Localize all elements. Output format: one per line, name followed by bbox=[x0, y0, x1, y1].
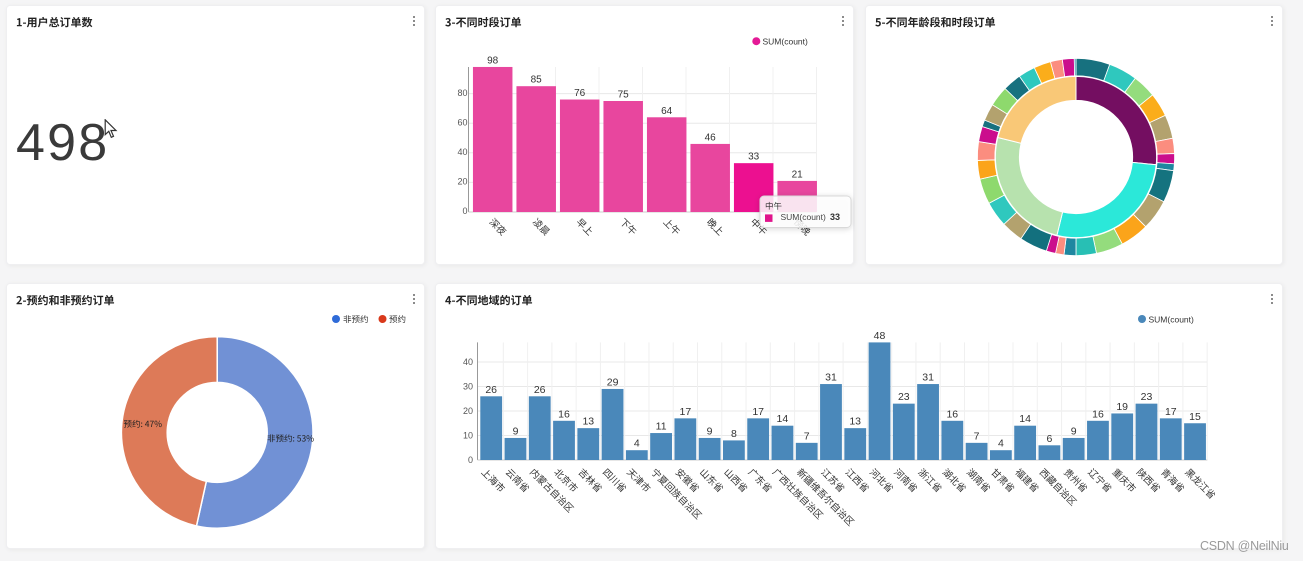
svg-text:SUM(count): SUM(count) bbox=[1149, 315, 1195, 325]
svg-text:98: 98 bbox=[487, 56, 499, 67]
svg-text:33: 33 bbox=[830, 212, 840, 222]
svg-text:76: 76 bbox=[574, 88, 586, 99]
svg-text:17: 17 bbox=[680, 406, 692, 418]
svg-text:30: 30 bbox=[463, 382, 473, 392]
svg-text:7: 7 bbox=[804, 430, 810, 442]
svg-text:13: 13 bbox=[582, 416, 594, 428]
svg-text:17: 17 bbox=[752, 406, 764, 418]
svg-text:75: 75 bbox=[618, 90, 630, 101]
svg-text:64: 64 bbox=[661, 106, 673, 117]
svg-text:46: 46 bbox=[705, 132, 717, 143]
svg-text:29: 29 bbox=[607, 376, 619, 388]
svg-text:4: 4 bbox=[634, 438, 640, 450]
svg-text:21: 21 bbox=[792, 169, 804, 180]
svg-text:20: 20 bbox=[457, 177, 467, 187]
svg-text:26: 26 bbox=[534, 384, 546, 396]
svg-text:15: 15 bbox=[1189, 411, 1201, 423]
svg-text:14: 14 bbox=[1019, 413, 1031, 425]
svg-text:16: 16 bbox=[558, 408, 570, 420]
svg-text:60: 60 bbox=[457, 117, 467, 127]
svg-text:31: 31 bbox=[825, 372, 837, 384]
svg-text:7: 7 bbox=[974, 430, 980, 442]
svg-text:23: 23 bbox=[1141, 391, 1153, 403]
svg-text:8: 8 bbox=[731, 428, 737, 440]
svg-text:33: 33 bbox=[748, 152, 760, 163]
svg-text:23: 23 bbox=[898, 391, 910, 403]
svg-text:6: 6 bbox=[1046, 433, 1052, 445]
svg-text:80: 80 bbox=[457, 88, 467, 98]
svg-text:13: 13 bbox=[849, 416, 861, 428]
svg-text:10: 10 bbox=[463, 431, 473, 441]
svg-text:20: 20 bbox=[463, 406, 473, 416]
svg-text:31: 31 bbox=[922, 372, 934, 384]
svg-text:48: 48 bbox=[874, 330, 886, 342]
svg-text:19: 19 bbox=[1116, 401, 1128, 413]
svg-text:0: 0 bbox=[468, 455, 473, 465]
svg-text:11: 11 bbox=[656, 421, 667, 433]
svg-text:16: 16 bbox=[1092, 408, 1104, 420]
svg-text:85: 85 bbox=[531, 75, 543, 86]
svg-text:17: 17 bbox=[1165, 406, 1177, 418]
svg-text:SUM(count): SUM(count) bbox=[781, 212, 827, 222]
svg-text:40: 40 bbox=[463, 357, 473, 367]
svg-text:40: 40 bbox=[457, 147, 467, 157]
svg-text:0: 0 bbox=[462, 206, 467, 216]
svg-text:9: 9 bbox=[1071, 425, 1077, 437]
svg-text:SUM(count): SUM(count) bbox=[763, 37, 809, 47]
svg-text:9: 9 bbox=[513, 425, 519, 437]
svg-text:26: 26 bbox=[485, 384, 497, 396]
svg-text:4: 4 bbox=[998, 438, 1004, 450]
svg-text:9: 9 bbox=[707, 425, 713, 437]
svg-text:16: 16 bbox=[946, 408, 958, 420]
svg-text:14: 14 bbox=[777, 413, 789, 425]
